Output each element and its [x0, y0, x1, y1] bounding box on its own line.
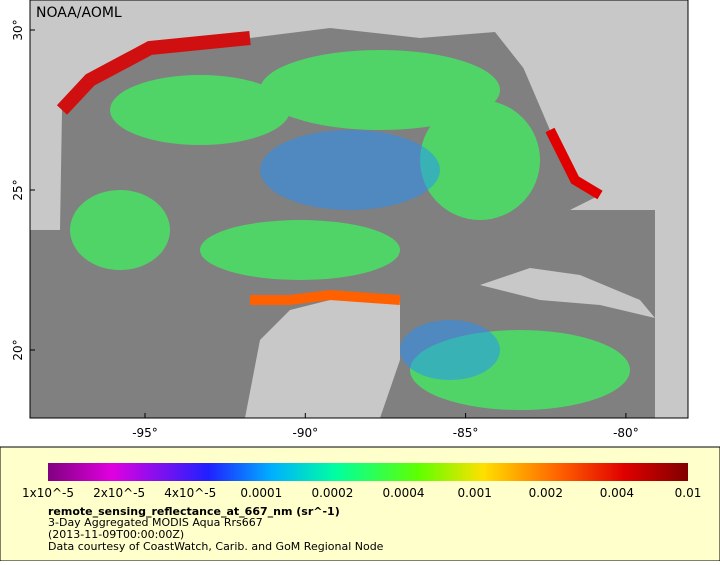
florida — [520, 40, 630, 195]
lat-label: 20° — [11, 339, 25, 360]
legend-line: Data courtesy of CoastWatch, Carib. and … — [48, 540, 384, 553]
coast-high — [56, 31, 251, 115]
coast-high — [250, 289, 401, 305]
colorbar-label: 0.0002 — [311, 486, 353, 500]
cuba — [480, 268, 655, 318]
colorbar-label: 0.0001 — [240, 486, 282, 500]
ocean-data — [70, 50, 630, 410]
lon-label: -95° — [132, 426, 158, 440]
lon-label: -80° — [613, 426, 639, 440]
lon-label: -90° — [292, 426, 318, 440]
ocean-data — [260, 130, 500, 380]
colorbar-label: 4x10^-5 — [164, 486, 216, 500]
colorbar-label: 1x10^-5 — [22, 486, 74, 500]
colorbar-label: 0.002 — [529, 486, 563, 500]
colorbar — [48, 463, 688, 481]
coast-high — [545, 127, 603, 200]
yucatan — [245, 300, 400, 418]
colorbar-label: 0.01 — [675, 486, 702, 500]
lat-label: 25° — [11, 179, 25, 200]
legend-line: (2013-11-09T00:00:00Z) — [48, 528, 184, 541]
colorbar-label: 0.0004 — [383, 486, 425, 500]
colorbar-label: 0.004 — [600, 486, 634, 500]
map-frame — [29, 0, 689, 419]
lon-label: -85° — [453, 426, 479, 440]
colorbar-label: 0.001 — [457, 486, 491, 500]
colorbar-label: 2x10^-5 — [93, 486, 145, 500]
lat-label: 30° — [11, 19, 25, 40]
map — [30, 0, 688, 418]
credit: NOAA/AOML — [36, 5, 122, 21]
legend-line: 3-Day Aggregated MODIS Aqua Rrs667 — [48, 516, 263, 529]
variable-name: remote_sensing_reflectance_at_667_nm (sr… — [48, 505, 340, 518]
